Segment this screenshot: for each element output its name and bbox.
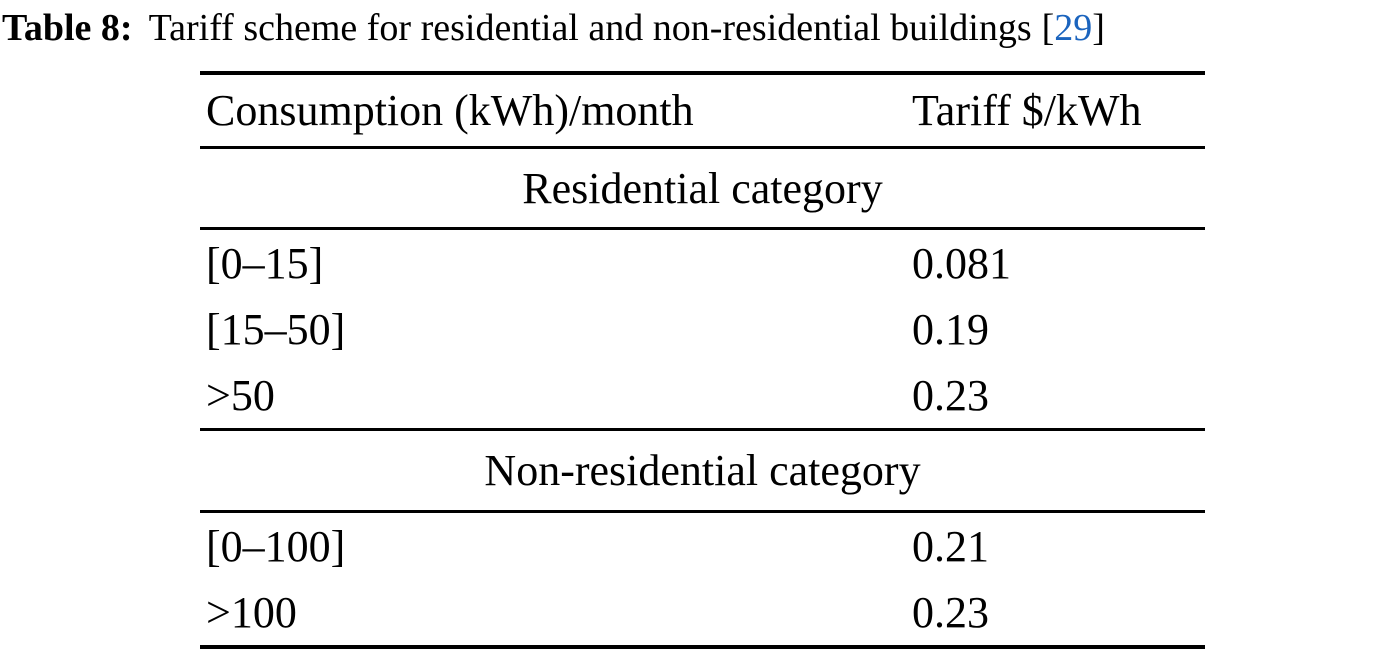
consumption-cell: [15–50]: [206, 304, 346, 354]
column-header-consumption: Consumption (kWh)/month: [206, 86, 694, 135]
tariff-cell: 0.23: [912, 370, 989, 420]
table-row: >50 0.23: [200, 362, 1205, 428]
tariff-cell: 0.081: [912, 238, 1011, 288]
tariff-cell: 0.19: [912, 304, 989, 354]
column-header-tariff: Tariff $/kWh: [912, 86, 1142, 135]
citation-bracket-close: ]: [1092, 7, 1105, 49]
tariff-cell: 0.21: [912, 521, 989, 571]
table-rule-below-nonresidential-header: [200, 510, 1205, 513]
table-row: [0–100] 0.21: [200, 513, 1205, 579]
consumption-cell: >100: [206, 587, 297, 637]
table-row: [0–15] 0.081: [200, 230, 1205, 296]
consumption-cell: [0–15]: [206, 238, 324, 288]
section-header-residential: Residential category: [522, 163, 883, 213]
table-caption-text: Tariff scheme for residential and non-re…: [148, 7, 1032, 49]
citation-link[interactable]: 29: [1054, 7, 1093, 49]
tariff-cell: 0.23: [912, 587, 989, 637]
citation-bracket-open: [: [1041, 7, 1055, 49]
consumption-cell: >50: [206, 370, 275, 420]
section-header-non-residential: Non-residential category: [484, 446, 921, 495]
table-row: >100 0.23: [200, 579, 1205, 645]
table-caption-label: Table 8:: [2, 7, 133, 49]
table-caption: Table 8: Tariff scheme for residential an…: [0, 0, 1392, 52]
consumption-cell: [0–100]: [206, 521, 346, 571]
table-rule-above-nonresidential-header: [200, 428, 1205, 431]
table-rule-top: [200, 71, 1205, 75]
table-rule-below-header: [200, 146, 1205, 149]
table-header-row: Consumption (kWh)/month Tariff $/kWh: [200, 75, 1205, 146]
table-row: [15–50] 0.19: [200, 296, 1205, 362]
table-rule-below-residential-header: [200, 227, 1205, 230]
tariff-table: Consumption (kWh)/month Tariff $/kWh Res…: [200, 71, 1205, 649]
table-rule-bottom: [200, 645, 1205, 649]
